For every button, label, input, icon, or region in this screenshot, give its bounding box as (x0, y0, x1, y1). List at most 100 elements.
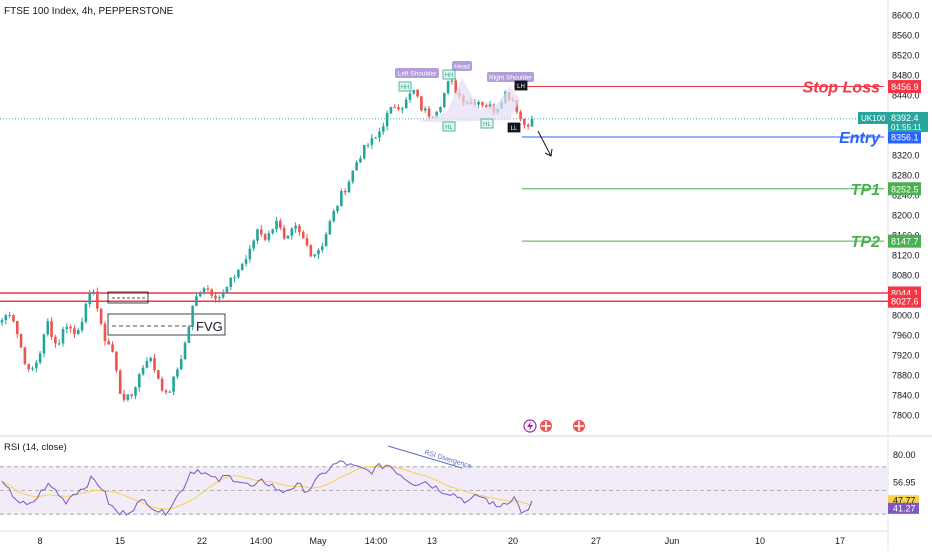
last-price-tag: 8392.4 (891, 113, 919, 123)
candle-body (54, 336, 57, 344)
candle-body (195, 296, 198, 306)
price-tick-label: 8200.0 (892, 211, 920, 221)
hh-label-2: HH (445, 73, 454, 79)
time-tick-label: 14:00 (250, 536, 273, 546)
candle-body (183, 342, 187, 360)
rsi-tick-upper: 56.95 (893, 477, 916, 487)
candle-body (519, 111, 522, 119)
candle-body (160, 378, 164, 391)
candle-body (347, 181, 351, 193)
head-label: Head (454, 64, 470, 71)
candle-body (50, 321, 53, 337)
hh-label-1-bg (398, 81, 412, 92)
price-tick-label: 7880.0 (892, 371, 920, 381)
candle-body (191, 305, 194, 327)
hh-label-2-bg (442, 69, 456, 80)
candle-body (198, 293, 202, 297)
candle-body (73, 328, 76, 335)
uk-flag-icon-2[interactable] (573, 420, 585, 432)
fvg-box (107, 313, 226, 336)
left-shoulder-label-bg (395, 68, 439, 78)
hl-label-2: HL (483, 122, 491, 128)
candle-body (69, 326, 72, 329)
candle-body (103, 323, 107, 342)
candle-body (481, 102, 484, 106)
candle-body (164, 390, 168, 393)
rsi-value-tag-bg (888, 502, 919, 514)
candle-body (412, 89, 416, 94)
tp2-price-tag-bg (888, 234, 921, 248)
candle-body (118, 370, 122, 394)
candle-body (340, 191, 343, 206)
candle-body (530, 118, 534, 127)
candle-body (42, 334, 46, 354)
flash-icon[interactable] (523, 419, 537, 433)
candle-body (423, 108, 427, 111)
symbol-tag-bg (858, 112, 888, 124)
candle-body (313, 254, 316, 257)
candle-body (439, 106, 442, 112)
entry-price-tag: 8356.1 (891, 132, 919, 142)
rsi-ma-line (1, 465, 533, 510)
ll-label-bg (507, 122, 521, 133)
candle-body (404, 99, 408, 109)
zone-lower-tag-bg (888, 294, 921, 308)
candle-body (282, 227, 286, 239)
candle-body (240, 263, 244, 270)
candle-body (420, 96, 423, 111)
candle-body (141, 367, 145, 375)
candle-body (256, 229, 259, 241)
candle-body (393, 106, 397, 108)
last-price-tag-bg (888, 112, 928, 132)
rsi-title: RSI (14, close) (4, 442, 67, 453)
candle-body (416, 89, 419, 97)
candle-body (435, 111, 438, 118)
time-tick-label: 17 (835, 536, 845, 546)
candle-body (137, 374, 141, 388)
candle-body (57, 343, 61, 345)
candle-body (179, 359, 183, 370)
candle-body (248, 248, 252, 260)
candle-body (65, 326, 69, 330)
direction-arrow (537, 130, 553, 157)
hh-label-1: HH (401, 85, 410, 91)
candle-body (80, 321, 84, 331)
time-tick-label: 27 (591, 536, 601, 546)
price-tick-label: 8480.0 (892, 71, 920, 81)
price-tick-label: 8240.0 (892, 191, 920, 201)
candle-body (229, 277, 233, 287)
candle-body (443, 93, 446, 107)
candle-body (305, 238, 309, 246)
trade-levels-layer: Stop Loss Entry TP1 TP2 (0, 80, 888, 251)
candle-body (27, 363, 30, 370)
level-label-1: Entry (839, 130, 881, 147)
time-tick-label: 20 (508, 536, 518, 546)
candle-body (408, 93, 412, 100)
candle-body (385, 113, 389, 127)
candle-body (298, 225, 301, 233)
candle-body (244, 259, 248, 264)
entry-price-tag-bg (888, 130, 921, 144)
candle-body (202, 288, 206, 294)
candle-body (374, 137, 377, 139)
zones-layer: FVG (0, 291, 888, 336)
candle-body (111, 344, 114, 352)
uk-flag-icon[interactable] (540, 420, 552, 432)
candle-body (76, 330, 80, 335)
candle-body (454, 80, 458, 94)
price-tick-label: 8280.0 (892, 171, 920, 181)
price-tick-label: 8600.0 (892, 11, 920, 21)
candle-body (351, 170, 355, 182)
candle-body (279, 220, 282, 228)
lh-label: LH (517, 84, 525, 90)
candle-body (317, 249, 320, 255)
candle-body (126, 394, 130, 400)
stop-price-tag-bg (888, 80, 921, 94)
candle-body (92, 291, 95, 294)
hl-label-1: HL (445, 125, 453, 131)
divergence-line (387, 445, 463, 469)
candle-body (488, 104, 492, 107)
